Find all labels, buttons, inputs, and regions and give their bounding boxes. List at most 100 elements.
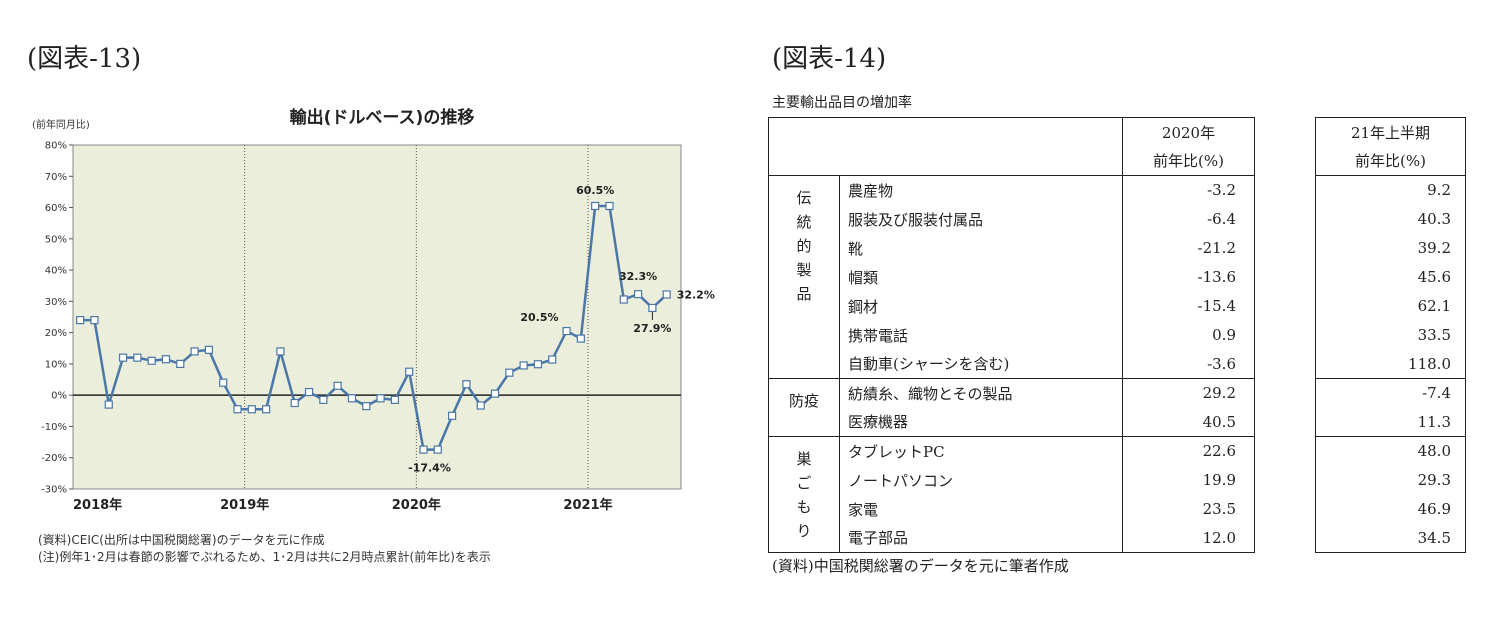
value-2020: -15.4 [1122, 291, 1255, 321]
y-tick-label: 0% [51, 391, 67, 402]
data-point [648, 303, 657, 313]
data-point [276, 347, 285, 356]
data-label: 32.2% [677, 288, 715, 301]
data-point [476, 401, 485, 410]
data-point [147, 356, 156, 365]
value-2020: -3.6 [1122, 349, 1255, 379]
table-row: 118.0 [1315, 349, 1466, 379]
group-label: 防疫 [768, 378, 840, 437]
table-row: 靴 -21.2 [769, 233, 1255, 263]
y-tick-label: 30% [45, 297, 67, 308]
item-name: 医療機器 [839, 407, 1123, 437]
chart-footnote: (注)例年1･2月は春節の影響でぶれるため、1･2月は共に2月時点累計(前年比)… [38, 550, 491, 564]
data-point [118, 353, 128, 362]
table-row: 巣ごもりタブレットPC 22.6 [768, 436, 1255, 553]
item-name: タブレットPC [839, 436, 1123, 466]
table-row: 医療機器 40.5 [769, 407, 1255, 437]
item-name: 自動車(シャーシを含む) [839, 349, 1123, 379]
data-point [233, 405, 242, 414]
data-point [290, 398, 299, 408]
item-name: 家電 [839, 494, 1123, 524]
value-2020: -6.4 [1122, 204, 1255, 234]
annotation-layer: 60.5% 32.3% 27.9% 32.2% 20.5% -17.4% [408, 184, 715, 475]
data-point [490, 389, 500, 398]
value-2021-h1: 33.5 [1315, 320, 1466, 350]
data-point [591, 201, 600, 211]
value-2021-h1: 46.9 [1315, 494, 1466, 524]
group-label-char: 統 [796, 213, 812, 231]
chart-source-note: (資料)CEIC(出所は中国税関総署)のデータを元に作成 [38, 533, 325, 547]
y-tick-label: 20% [45, 328, 67, 339]
group-label-char: 巣 [796, 450, 812, 468]
plot-area [72, 144, 682, 490]
export-items-table: 2020年 前年比(%) 伝統的製品農産物 -3.2 服装及び服装付属品 -6.4 靴 -21… [768, 117, 1255, 553]
table-row: 48.0 [1315, 436, 1466, 466]
y-tick-label: 10% [45, 359, 67, 370]
y-tick-label: -10% [41, 422, 67, 433]
item-name: 紡績糸、織物とその製品 [839, 378, 1123, 408]
x-year-label: 2018年 [73, 497, 122, 513]
y-tick-label: 80% [45, 141, 67, 152]
table-row: 39.2 [1315, 233, 1466, 263]
table-row: 34.5 [1315, 523, 1466, 553]
table-row: 46.9 [1315, 494, 1466, 524]
table-row: 40.3 [1315, 204, 1466, 234]
chart-y-axis-label: (前年同月比) [32, 118, 90, 131]
value-2021-h1: 48.0 [1315, 436, 1466, 466]
table-header-2020-year: 2020年 [1122, 117, 1255, 147]
data-point [90, 316, 99, 325]
x-axis: 2018年 2019年 2020年 2021年 [73, 145, 613, 513]
data-point [304, 387, 314, 397]
data-point [576, 334, 585, 343]
group-label-char: 防疫 [788, 392, 819, 410]
value-2021-h1: 40.3 [1315, 204, 1466, 234]
figure-13-label: (図表-13) [27, 44, 142, 74]
table-row: 電子部品 12.0 [769, 523, 1255, 553]
value-2020: 29.2 [1122, 378, 1255, 408]
data-point [633, 290, 643, 299]
x-year-label: 2021年 [563, 497, 612, 513]
data-point [548, 355, 557, 364]
export-items-h1-table: 21年上半期 前年比(%) 9.2 40.3 39.2 45.6 62.1 33.5 118.0… [1315, 117, 1466, 553]
data-point [319, 395, 328, 404]
item-name: 靴 [839, 233, 1123, 263]
value-2020: 40.5 [1122, 407, 1255, 437]
table-header-blank [768, 117, 1123, 147]
data-label: 27.9% [633, 322, 671, 335]
group-label-char: 品 [796, 285, 812, 303]
data-point [519, 361, 528, 370]
data-point [176, 359, 185, 369]
data-point [376, 394, 385, 403]
data-point [605, 201, 614, 211]
group-label-char: り [796, 522, 812, 540]
table-header-blank-2 [768, 146, 1123, 176]
table-row: -7.4 [1315, 378, 1466, 408]
data-point [662, 290, 671, 299]
table-subtitle: 主要輸出品目の増加率 [772, 95, 912, 111]
value-2021-h1: 9.2 [1315, 175, 1466, 205]
data-point [362, 402, 371, 411]
data-point [419, 445, 428, 454]
y-tick-label: 50% [45, 234, 67, 245]
table-row: 伝統的製品農産物 -3.2 [768, 175, 1255, 379]
item-name: 鋼材 [839, 291, 1123, 321]
value-2020: 0.9 [1122, 320, 1255, 350]
figure-14-label: (図表-14) [772, 44, 887, 74]
y-tick-label: -30% [41, 485, 67, 496]
data-point [505, 368, 514, 377]
data-label: 60.5% [576, 184, 614, 197]
item-name: ノートパソコン [839, 465, 1123, 495]
data-point [433, 445, 442, 454]
table-row: 携帯電話 0.9 [769, 320, 1255, 350]
item-name: 携帯電話 [839, 320, 1123, 350]
data-point [104, 400, 113, 409]
data-point [219, 378, 228, 387]
export-line-chart: 輸出(ドルベース)の推移 (前年同月比) -30% -20% -10% 0% 10% 20… [32, 107, 715, 513]
table-row: 11.3 [1315, 407, 1466, 437]
table-header-h1-period: 21年上半期 [1315, 117, 1466, 147]
value-2020: -3.2 [1122, 175, 1255, 205]
data-point [448, 411, 457, 420]
item-name: 電子部品 [839, 523, 1123, 553]
group-label-char: ご [796, 474, 812, 492]
table-row: 家電 23.5 [769, 494, 1255, 524]
